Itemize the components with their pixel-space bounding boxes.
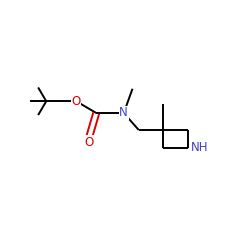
Text: O: O <box>72 95 81 108</box>
Text: N: N <box>120 106 128 120</box>
Text: NH: NH <box>191 141 208 154</box>
Text: O: O <box>84 136 94 149</box>
